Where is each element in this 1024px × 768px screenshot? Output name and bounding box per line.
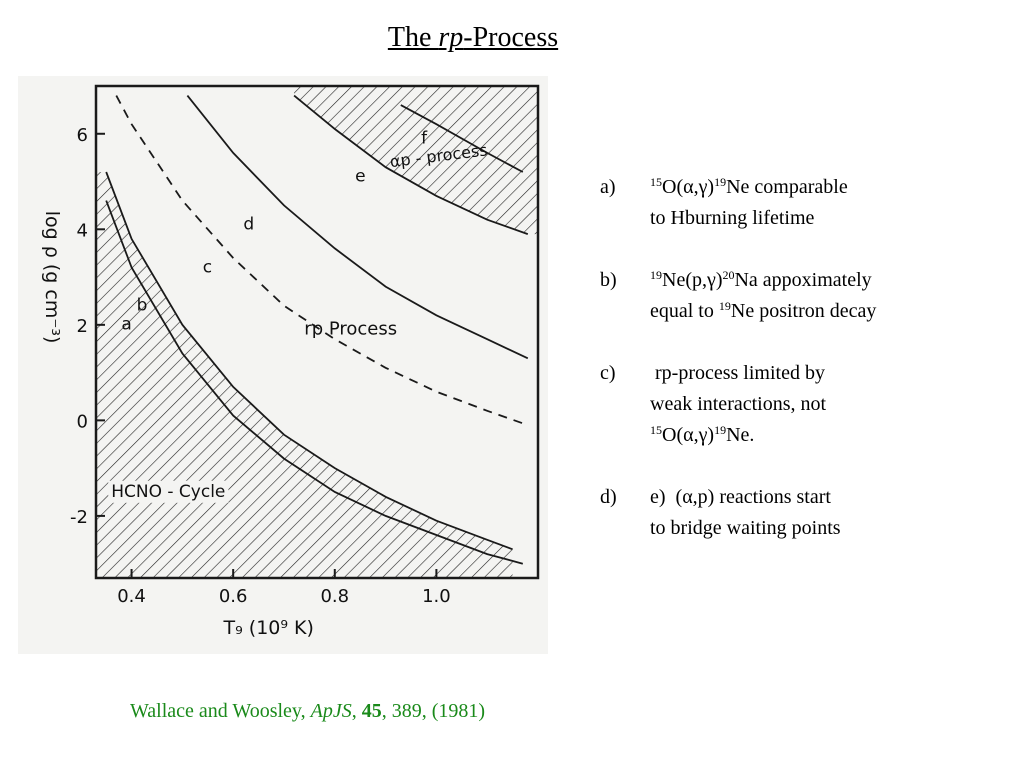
curve-f [400, 104, 524, 173]
note-a: a) 15O(α,γ)19Ne comparable to Hburning l… [600, 175, 848, 229]
y-tick-label: -2 [70, 507, 88, 528]
x-tick-label: 1.0 [422, 586, 451, 607]
note-c: c) rp-process limited by weak interactio… [600, 362, 827, 446]
curve-c [115, 95, 529, 426]
x-axis-label: T₉ (10⁹ K) [223, 617, 314, 639]
curve-label-e: e [355, 167, 365, 187]
curve-d [186, 95, 529, 360]
y-tick-label: 0 [77, 411, 88, 432]
curve-label-a: a [121, 315, 131, 335]
notes-list: a) 15O(α,γ)19Ne comparable to Hburning l… [600, 172, 1000, 575]
hcno-label-backing [108, 480, 229, 503]
y-tick-label: 2 [77, 316, 88, 337]
curve-label-f: f [421, 128, 428, 148]
y-tick-label: 6 [77, 125, 88, 146]
curve-label-b: b [137, 296, 148, 316]
x-tick-label: 0.4 [117, 586, 146, 607]
slide-title: The rp-Process [387, 22, 559, 53]
y-axis-label: log ρ (g cm⁻³) [41, 211, 63, 344]
rp-process-density-temperature-plot: 0.4 0.6 0.8 1.0 -2 0 2 4 6 T₉ (10⁹ K) log ρ (g cm… [18, 76, 548, 654]
curve-label-d: d [243, 214, 254, 234]
curve-e [293, 94, 529, 235]
plot-frame [94, 84, 540, 580]
curve-label-c: c [203, 257, 212, 277]
hcno-hatched-region [96, 172, 513, 578]
curve-b [105, 171, 513, 551]
hcno-cycle-label: HCNO - Cycle [111, 482, 225, 502]
y-tick-label: 4 [77, 220, 88, 241]
rp-process-annotation: rp Process [304, 318, 397, 339]
x-tick-label: 0.6 [219, 586, 248, 607]
x-tick-label: 0.8 [320, 586, 349, 607]
note-d: d) e) (α,p) reactions start to bridge wa… [600, 486, 841, 539]
alpha-p-hatched-region [294, 86, 538, 235]
citation: Wallace and Woosley, ApJS, 45, 389, (198… [130, 700, 486, 722]
note-b: b) 19Ne(p,γ)20Na appoximately equal to 1… [600, 268, 877, 322]
curve-a [105, 200, 524, 565]
